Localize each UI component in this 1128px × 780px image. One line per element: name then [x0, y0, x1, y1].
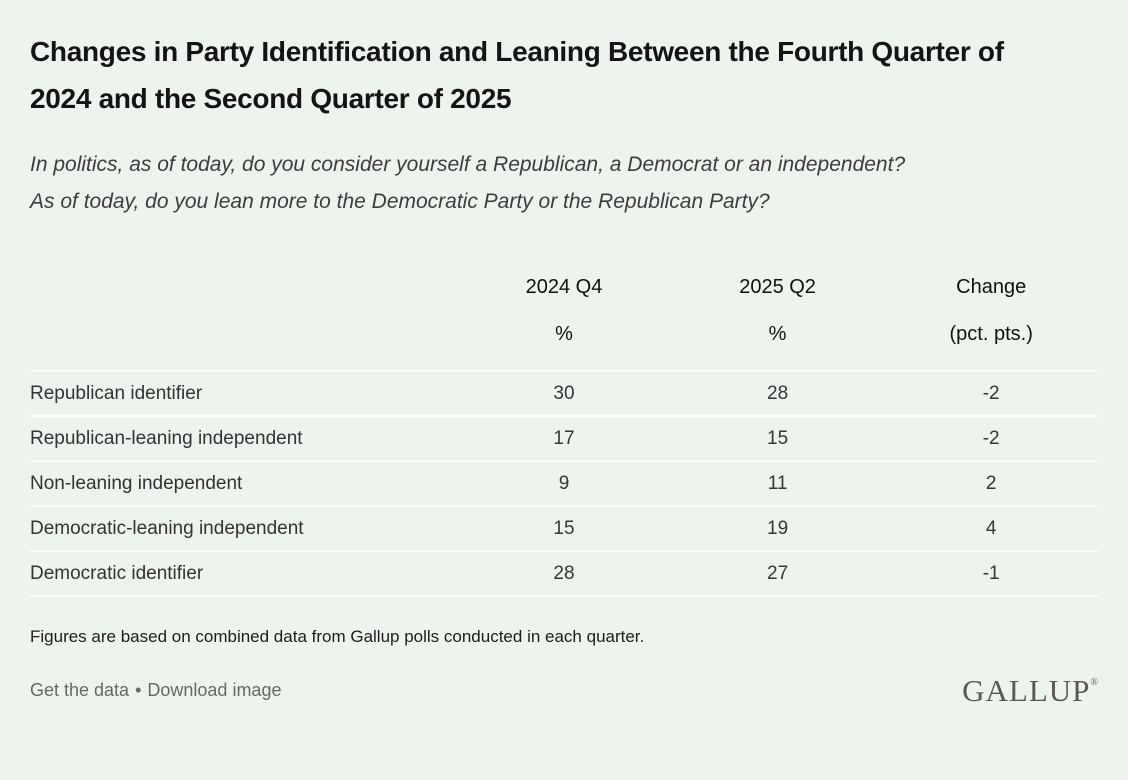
gallup-logo: GALLUP®: [962, 675, 1098, 706]
footer: Get the data • Download image GALLUP®: [30, 675, 1098, 706]
cell-2024q4: 15: [457, 506, 671, 552]
unit-percent-1: %: [457, 319, 671, 372]
cell-2024q4: 30: [457, 371, 671, 417]
column-header-change: Change: [956, 276, 1027, 298]
cell-change: 4: [884, 506, 1098, 552]
survey-questions: In politics, as of today, do you conside…: [30, 146, 965, 220]
footnote: Figures are based on combined data from …: [30, 627, 645, 646]
column-header-2024-q4: 2024 Q4: [525, 276, 603, 298]
table-row: Republican-leaning independent 17 15 -2: [30, 416, 1098, 462]
column-header-blank: [30, 266, 457, 319]
cell-2025q2: 15: [670, 416, 885, 462]
row-label: Democratic-leaning independent: [30, 506, 458, 552]
cell-change: -2: [884, 371, 1098, 417]
cell-2024q4: 17: [457, 416, 671, 462]
gallup-logo-text: GALLUP: [962, 673, 1091, 708]
cell-change: -1: [884, 551, 1098, 597]
survey-question-1: In politics, as of today, do you conside…: [30, 153, 906, 176]
get-the-data-link[interactable]: Get the data: [30, 680, 130, 700]
table-row: Republican identifier 30 28 -2: [30, 371, 1098, 417]
bullet-separator: •: [135, 680, 142, 700]
cell-change: -2: [884, 416, 1098, 462]
row-label: Non-leaning independent: [30, 461, 458, 507]
row-label: Republican-leaning independent: [30, 416, 458, 462]
cell-2024q4: 28: [457, 551, 671, 597]
table-row: Democratic identifier 28 27 -1: [30, 551, 1098, 597]
cell-2025q2: 27: [670, 551, 885, 597]
cell-2025q2: 11: [670, 461, 885, 507]
cell-2025q2: 28: [670, 371, 885, 417]
table-units-row: % % (pct. pts.): [30, 319, 1098, 372]
cell-2024q4: 9: [457, 461, 671, 507]
unit-blank: [30, 319, 458, 372]
row-label: Republican identifier: [30, 371, 458, 417]
registered-trademark-icon: ®: [1090, 677, 1098, 688]
party-identification-table: 2024 Q4 2025 Q2 Change % % (pct. pts.) R…: [30, 266, 1098, 597]
cell-change: 2: [884, 461, 1098, 507]
row-label: Democratic identifier: [30, 551, 458, 597]
unit-percent-2: %: [670, 319, 885, 372]
unit-pct-pts: (pct. pts.): [884, 319, 1098, 372]
table-row: Non-leaning independent 9 11 2: [30, 461, 1098, 507]
download-image-link[interactable]: Download image: [147, 680, 282, 700]
cell-2025q2: 19: [670, 506, 885, 552]
table-header-row: 2024 Q4 2025 Q2 Change: [30, 266, 1098, 319]
column-header-2025-q2: 2025 Q2: [739, 276, 816, 298]
survey-question-2: As of today, do you lean more to the Dem…: [30, 190, 770, 213]
page-title: Changes in Party Identification and Lean…: [30, 36, 1004, 114]
table-row: Democratic-leaning independent 15 19 4: [30, 506, 1098, 552]
footer-links: Get the data • Download image: [30, 680, 281, 701]
